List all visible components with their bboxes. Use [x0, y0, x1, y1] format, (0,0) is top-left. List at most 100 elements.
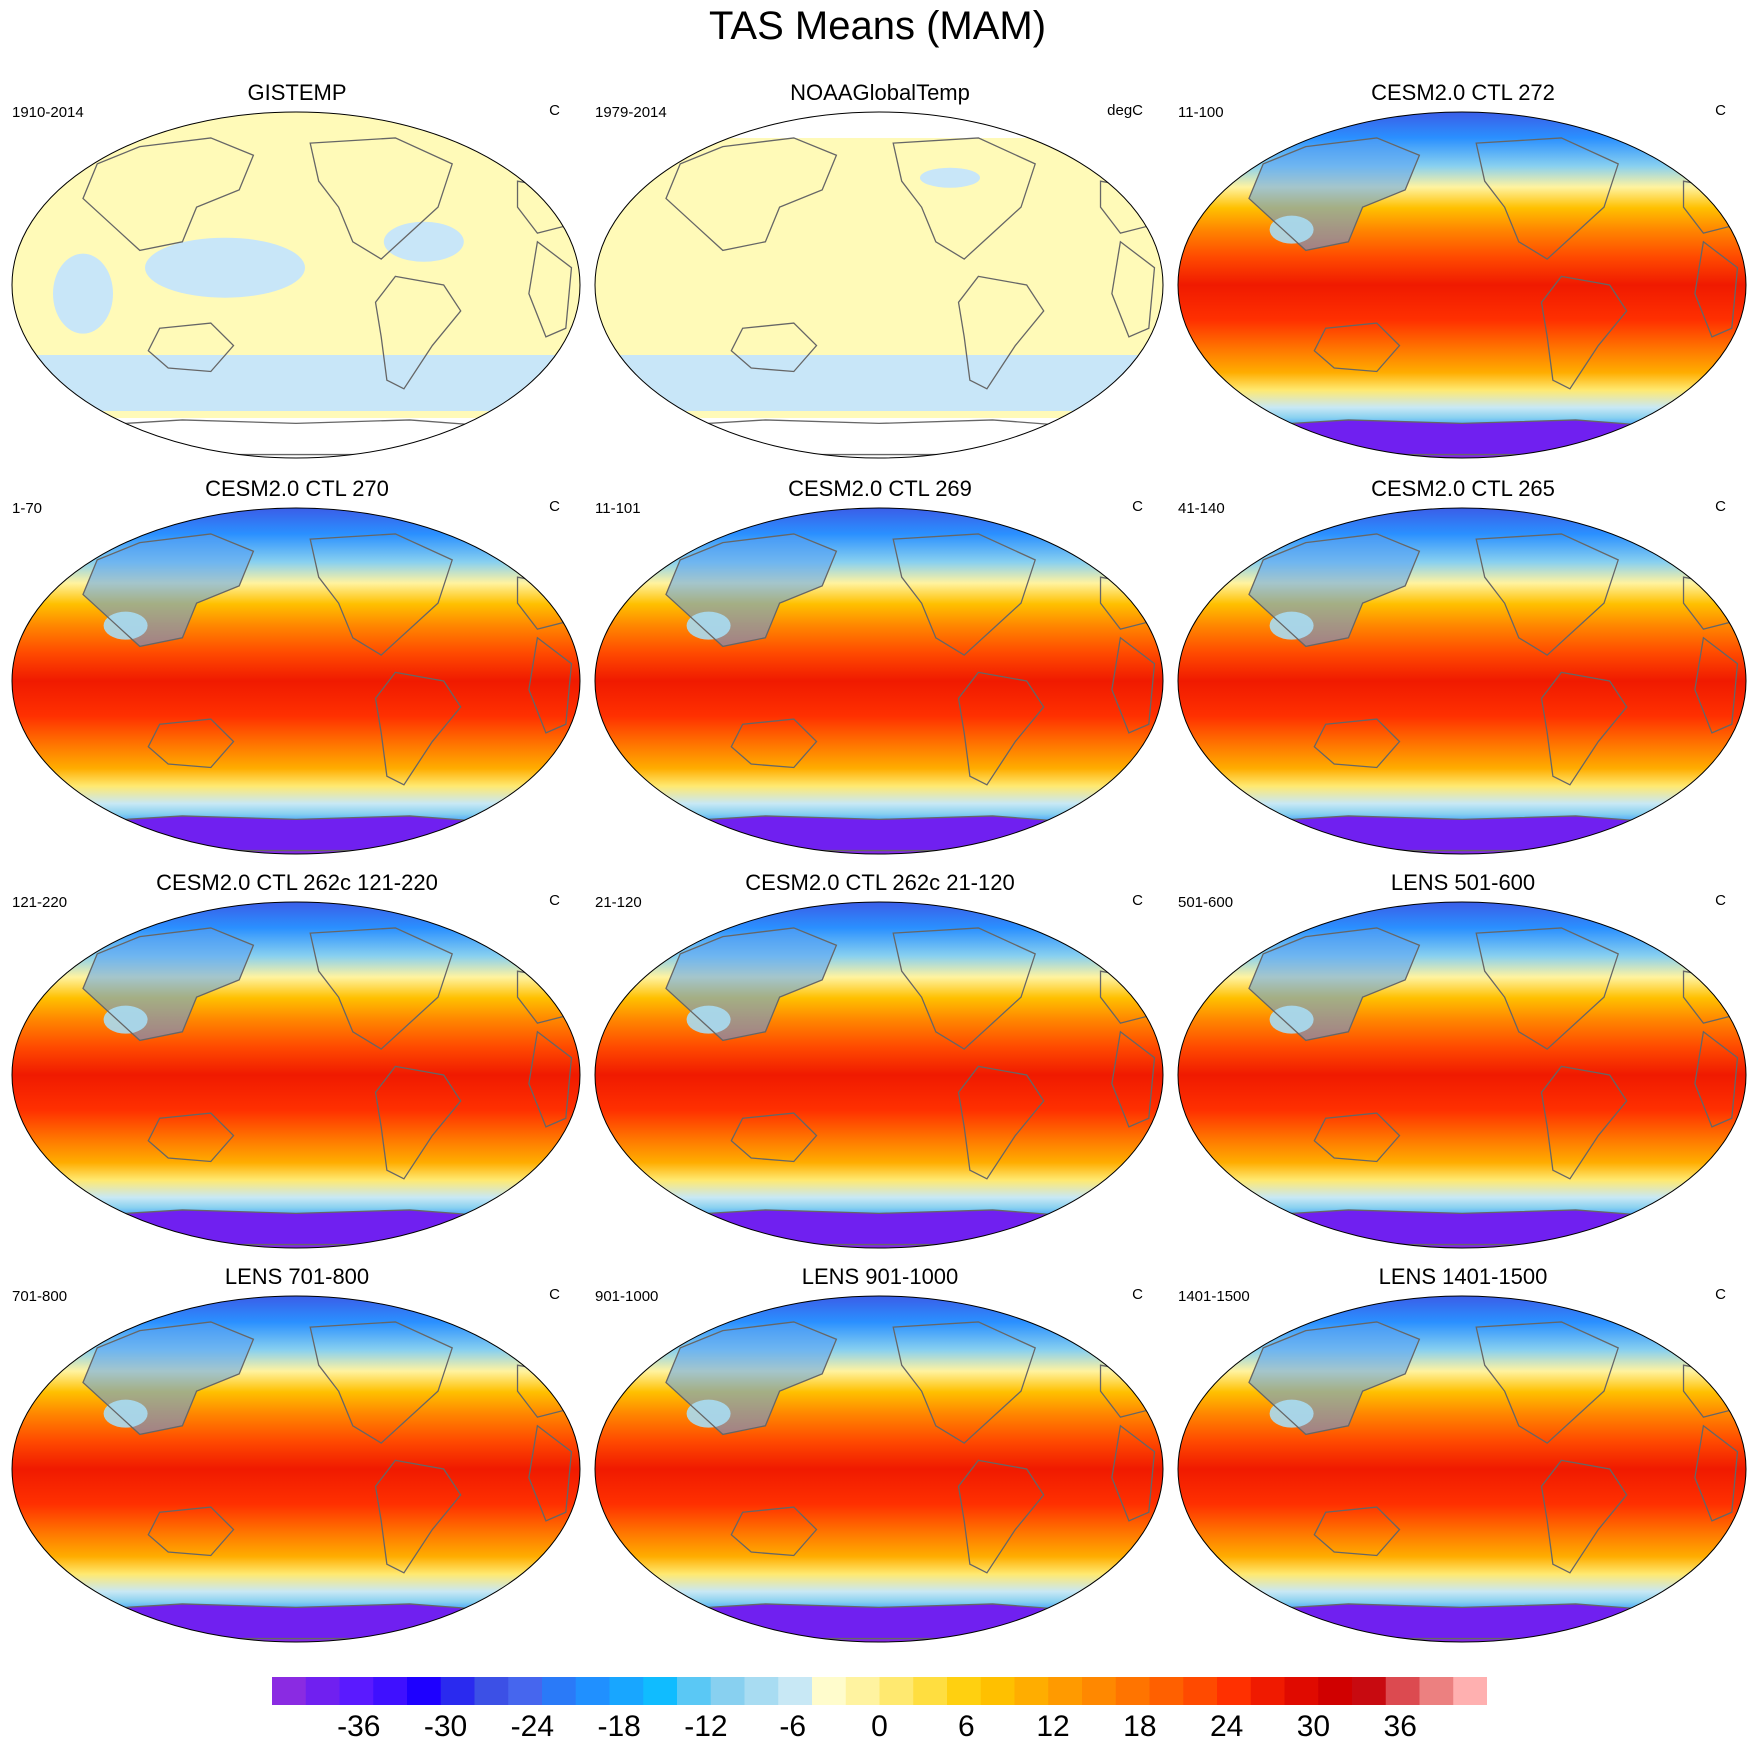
map-border — [594, 111, 1164, 459]
map-panel: NOAAGlobalTemp 1979-2014 degC — [587, 80, 1173, 470]
map-panel: CESM2.0 CTL 262c 121-220 121-220 C — [4, 870, 590, 1260]
coastline-namerica — [1475, 533, 1619, 656]
coastline-australia — [1313, 1506, 1401, 1557]
colorbar-tick-label: 0 — [871, 1710, 888, 1743]
panel-title: CESM2.0 CTL 270 — [205, 476, 389, 501]
coastline-samerica — [957, 671, 1045, 786]
coastline-asia — [82, 533, 255, 648]
panel-units: C — [1132, 498, 1143, 515]
map-panel: LENS 501-600 501-600 C — [1170, 870, 1755, 1260]
colorbar-box — [373, 1677, 408, 1705]
colorbar-box — [710, 1677, 745, 1705]
panel-title: CESM2.0 CTL 262c 21-120 — [745, 870, 1015, 895]
coastline-samerica — [1540, 1065, 1628, 1180]
coastline-samerica — [374, 275, 462, 390]
panel-year-range: 701-800 — [12, 1288, 68, 1305]
map-border — [1177, 1295, 1747, 1643]
robinson-map — [1177, 901, 1747, 1249]
coastline-samerica — [374, 671, 462, 786]
panel-year-range: 901-1000 — [595, 1288, 659, 1305]
map-border — [1177, 111, 1747, 459]
colorbar-box — [542, 1677, 577, 1705]
robinson-map — [594, 1295, 1164, 1643]
coastline-samerica — [957, 1459, 1045, 1574]
map-panel: LENS 901-1000 901-1000 C — [587, 1264, 1173, 1654]
panel-units: C — [1715, 498, 1726, 515]
colorbar-tick-label: -6 — [779, 1710, 807, 1743]
panel-title: CESM2.0 CTL 272 — [1371, 80, 1555, 105]
coastline-africa — [528, 240, 573, 338]
colorbar-box — [305, 1677, 340, 1705]
colorbar-box — [1284, 1677, 1319, 1705]
colorbar-tick-label: 30 — [1296, 1710, 1331, 1743]
panel-title: LENS 701-800 — [224, 1264, 370, 1289]
coastline-africa — [1694, 636, 1739, 734]
panel-units: C — [549, 892, 560, 909]
colorbar-box — [339, 1677, 374, 1705]
colorbar-tick-label: -24 — [510, 1710, 555, 1743]
coastline-asia — [82, 137, 255, 252]
coastline-samerica — [957, 275, 1045, 390]
coastline-australia — [730, 322, 818, 373]
colorbar-box — [677, 1677, 712, 1705]
panel-year-range: 21-120 — [595, 894, 642, 911]
robinson-map — [1177, 111, 1747, 459]
colorbar-box — [575, 1677, 610, 1705]
colorbar-box — [812, 1677, 847, 1705]
colorbar-tick-label: 6 — [957, 1710, 975, 1743]
panel-year-range: 1401-1500 — [1178, 1288, 1250, 1305]
map-border — [594, 507, 1164, 855]
map-border — [11, 507, 581, 855]
colorbar-tick-label: -12 — [684, 1710, 728, 1743]
map-border — [11, 1295, 581, 1643]
colorbar-labels: -36 -30 -24 -18 -12 -6 0 6 12 18 24 30 36 — [272, 1710, 1487, 1750]
coastline-africa — [1694, 240, 1739, 338]
panel-title: NOAAGlobalTemp — [790, 80, 970, 105]
robinson-map — [1177, 1295, 1747, 1643]
coastline-namerica — [309, 927, 453, 1050]
colorbar-box — [845, 1677, 880, 1705]
colorbar-tick-label: -30 — [423, 1710, 468, 1743]
map-border — [594, 901, 1164, 1249]
map-panel: GISTEMP 1910-2014 C — [4, 80, 590, 470]
colorbar-box — [980, 1677, 1015, 1705]
panel-title: CESM2.0 CTL 262c 121-220 — [156, 870, 438, 895]
coastline-australia — [147, 1112, 235, 1163]
panel-title: CESM2.0 CTL 265 — [1371, 476, 1555, 501]
coastline-samerica — [374, 1065, 462, 1180]
coastline-namerica — [1475, 137, 1619, 260]
map-panel: CESM2.0 CTL 269 11-101 C — [587, 476, 1173, 866]
panel-title: LENS 1401-1500 — [1378, 1264, 1548, 1289]
coastline-samerica — [1540, 275, 1628, 390]
colorbar-box — [1014, 1677, 1049, 1705]
map-border — [1177, 901, 1747, 1249]
colorbar-box — [1352, 1677, 1387, 1705]
coastline-australia — [1313, 322, 1401, 373]
coastline-namerica — [892, 927, 1036, 1050]
colorbar-box — [1183, 1677, 1218, 1705]
coastline-namerica — [309, 137, 453, 260]
panel-year-range: 41-140 — [1178, 500, 1225, 517]
panel-year-range: 1910-2014 — [12, 104, 84, 121]
coastline-africa — [1111, 1030, 1156, 1128]
panel-title: CESM2.0 CTL 269 — [788, 476, 972, 501]
coastline-africa — [1111, 636, 1156, 734]
colorbar-box — [1115, 1677, 1150, 1705]
colorbar-tick-label: 12 — [1036, 1710, 1070, 1743]
robinson-map — [11, 901, 581, 1249]
panel-title: LENS 901-1000 — [801, 1264, 959, 1289]
panel-title: LENS 501-600 — [1390, 870, 1536, 895]
panel-units: C — [549, 1286, 560, 1303]
colorbar-tick-label: 18 — [1123, 1710, 1157, 1743]
colorbar-box — [272, 1677, 307, 1705]
colorbar-box — [1419, 1677, 1454, 1705]
map-panel: LENS 701-800 701-800 C — [4, 1264, 590, 1654]
colorbar — [272, 1677, 1487, 1705]
coastline-asia — [1248, 1321, 1421, 1436]
coastline-asia — [82, 1321, 255, 1436]
panel-units: C — [1132, 892, 1143, 909]
coastline-australia — [730, 1506, 818, 1557]
coastline-australia — [730, 718, 818, 769]
coastline-namerica — [1475, 927, 1619, 1050]
panel-year-range: 11-101 — [595, 500, 641, 517]
